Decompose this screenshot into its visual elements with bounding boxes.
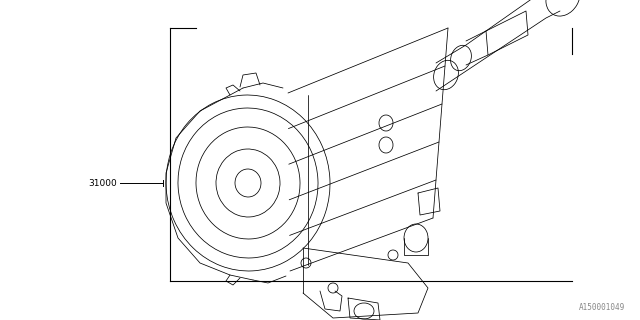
- Text: 31000: 31000: [88, 179, 117, 188]
- Text: A150001049: A150001049: [579, 303, 625, 312]
